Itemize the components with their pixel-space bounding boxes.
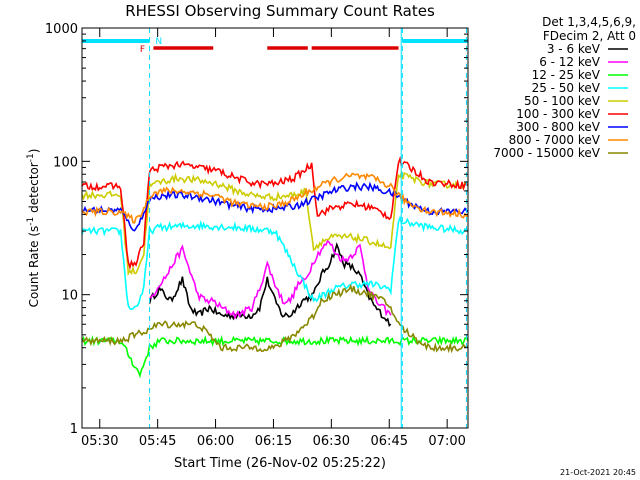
y-axis-label-part3: ): [27, 149, 41, 154]
x-tick-label: 05:45: [139, 434, 176, 449]
legend-header-1: Det 1,3,4,5,6,9,: [542, 15, 636, 29]
y-axis-label-sup1: -1: [26, 217, 36, 226]
y-tick-label: 1: [70, 422, 78, 437]
series-line-4: [81, 169, 469, 277]
y-axis-label-sup2: -1: [26, 153, 36, 162]
y-tick-label: 100: [53, 155, 78, 170]
y-tick-label: 1000: [45, 22, 78, 37]
legend-label: 300 - 800 keV: [516, 120, 600, 134]
plot-frame: [81, 27, 469, 429]
legend-label: 25 - 50 keV: [532, 81, 601, 95]
series-line-1: [149, 239, 392, 320]
footer-timestamp: 21-Oct-2021 20:45: [560, 468, 636, 477]
legend-label: 100 - 300 keV: [516, 107, 600, 121]
legend-label: 800 - 7000 keV: [509, 133, 601, 147]
plot-area: FN: [81, 28, 469, 428]
x-tick-label: 05:30: [81, 434, 118, 449]
legend-label: 12 - 25 keV: [532, 68, 601, 82]
x-tick-label: 06:45: [371, 434, 408, 449]
series-line-7: [81, 172, 469, 224]
y-axis-label-part2: detector: [27, 162, 41, 217]
legend: Det 1,3,4,5,6,9, FDecim 2, Att 0 3 - 6 k…: [493, 15, 636, 160]
legend-header-2: FDecim 2, Att 0: [543, 29, 636, 43]
x-tick-label: 06:30: [313, 434, 350, 449]
legend-label: 7000 - 15000 keV: [493, 146, 600, 160]
legend-label: 6 - 12 keV: [539, 55, 601, 69]
series-line-3: [81, 215, 469, 311]
y-tick-label: 10: [61, 289, 78, 304]
axes: 1 10 100 1000 05:30 05:45 06:00 06:15 06:30 06:45…: [45, 22, 469, 449]
chart-title: RHESSI Observing Summary Count Rates: [125, 2, 435, 20]
x-tick-label: 06:15: [255, 434, 292, 449]
saa-marker: N: [155, 37, 162, 47]
y-axis-label: Count Rate (s-1 detector-1): [26, 149, 41, 308]
flare-marker: F: [140, 45, 145, 55]
legend-label: 50 - 100 keV: [524, 94, 601, 108]
y-axis-label-part1: Count Rate (s: [27, 226, 41, 308]
series-line-8: [81, 283, 469, 354]
series-line-0: [148, 241, 392, 327]
series-line-2: [81, 334, 469, 379]
x-tick-label: 07:00: [428, 434, 465, 449]
x-tick-label: 06:00: [197, 434, 234, 449]
legend-label: 3 - 6 keV: [547, 42, 601, 56]
x-axis-label: Start Time (26-Nov-02 05:25:22): [174, 456, 386, 471]
